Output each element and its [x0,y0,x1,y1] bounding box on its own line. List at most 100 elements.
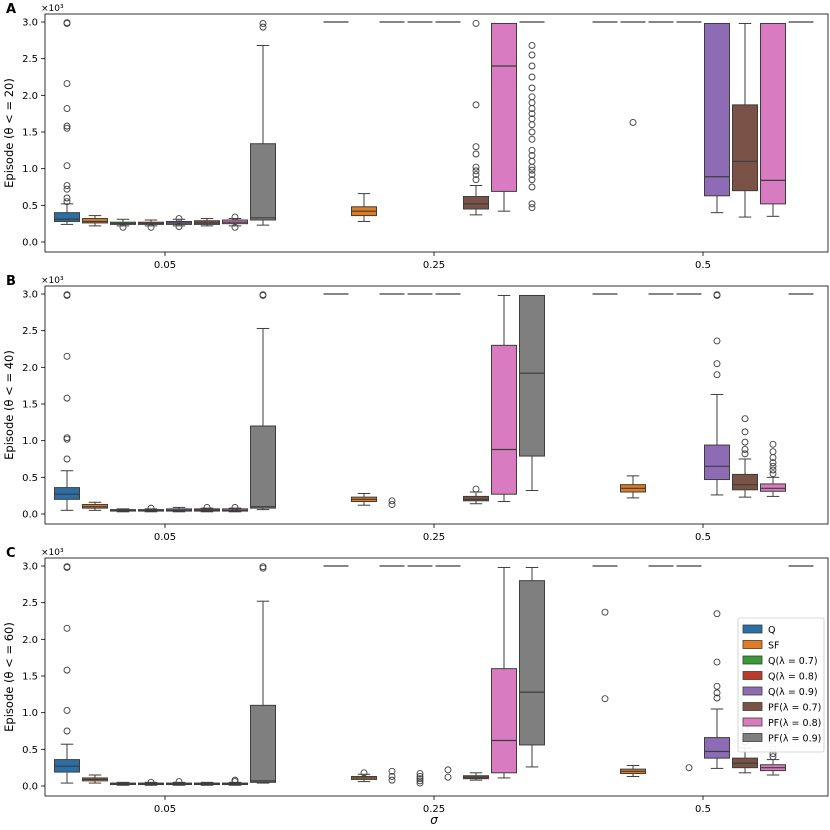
box-pf-0-8 [222,213,248,231]
flier-point [528,183,536,191]
flier-point [472,20,480,27]
flier-point [472,143,480,151]
flier-point [741,446,749,453]
x-axis-label: σ [430,813,438,827]
flier-point [713,682,721,690]
flier-point [528,99,536,107]
legend-label: Q(λ = 0.9) [768,687,818,698]
box-pf-0-9 [250,291,276,511]
box-q-0-8 [676,565,702,772]
y-tick-label: 1.0 [22,708,38,719]
flier-point [769,440,777,448]
flier-point [713,610,721,618]
flier-point [528,176,536,184]
box-q-0-7 [379,565,405,784]
flier-point [63,291,71,299]
flier-point [388,773,396,780]
flier-point [147,504,155,512]
flier-point [528,84,536,92]
flier-point [388,767,396,775]
y-tick-label: 2.5 [22,326,38,337]
box-q-0-9 [704,291,730,496]
flier-point [63,394,71,402]
flier-point [713,291,721,299]
flier-point [147,223,155,231]
flier-point [472,163,480,171]
x-tick-label: 0.25 [423,804,445,815]
y-tick-label: 2.5 [22,54,38,65]
y-multiplier: ×10³ [41,548,64,558]
flier-point [769,466,777,474]
box-pf-0-7 [732,415,758,498]
legend-entry: PF(λ = 0.8) [742,717,821,729]
box-q-0-7 [110,218,136,231]
flier-point [259,291,267,299]
y-tick-label: 2.5 [22,598,38,609]
legend-swatch [742,655,763,665]
flier-point [231,223,239,231]
flier-point [713,360,721,368]
y-multiplier: ×10³ [41,4,64,14]
y-tick-label: 0.5 [22,201,38,212]
flier-point [769,462,777,470]
flier-point [629,119,637,126]
flier-point [259,563,267,571]
flier-point [231,503,239,511]
y-tick-label: 1.5 [22,128,38,139]
box-body [250,425,276,509]
box-q-0-9 [166,215,192,231]
x-tick-label: 0.5 [695,804,711,815]
box-q-0-7 [110,508,136,513]
flier-point [416,777,424,785]
y-tick-label: 1.5 [22,400,38,411]
box-pf-0-8 [491,294,517,503]
box-q-0-8 [138,778,164,786]
box-q-0-8 [138,504,164,513]
flier-point [528,93,536,101]
panel-label: A [6,2,16,17]
flier-point [528,146,536,154]
panel-A: A ×10³ 0.0 0.5 1.0 1.5 2.0 2.5 3.0 Episode (θ < =… [2,2,829,271]
y-tick-label: 3.0 [22,562,38,573]
flier-point [713,337,721,345]
flier-point [63,727,71,735]
flier-point [528,171,536,178]
flier-point [528,42,536,49]
flier-point [528,128,536,136]
box-pf-0-7 [194,218,220,227]
flier-point [444,773,452,781]
flier-point [741,415,749,423]
flier-point [472,167,480,175]
flier-point [63,162,71,170]
box-q-0-9 [704,610,730,769]
box-q-0-9 [166,506,192,513]
x-tick-label: 0.5 [695,260,711,271]
box-sf [82,501,108,511]
box-pf-0-8 [491,566,517,779]
flier-point [472,171,480,178]
legend-entry: Q(λ = 0.7) [742,655,818,667]
box-body [463,495,489,502]
box-pf-0-7 [463,20,489,216]
flier-point [416,770,424,777]
axes-frame [44,285,829,525]
box-pf-0-7 [732,22,758,218]
y-tick-label: 2.0 [22,635,38,646]
y-tick-label: 3.0 [22,290,38,301]
panel-label: C [6,546,16,561]
flier-point [63,198,71,206]
box-pf-0-9 [519,566,545,768]
flier-point [259,20,267,27]
flier-point [63,185,71,193]
y-tick-label: 1.0 [22,164,38,175]
box-body [491,668,517,774]
flier-point [741,438,749,446]
legend-label: Q(λ = 0.7) [768,656,818,667]
flier-point [63,434,71,442]
flier-point [259,23,267,31]
flier-point [231,776,239,784]
box-pf-0-8 [222,503,248,513]
legend-swatch [742,671,763,680]
legend: Q SF Q(λ = 0.7) Q(λ = 0.8) Q(λ = 0.9) PF(λ = … [737,617,825,753]
